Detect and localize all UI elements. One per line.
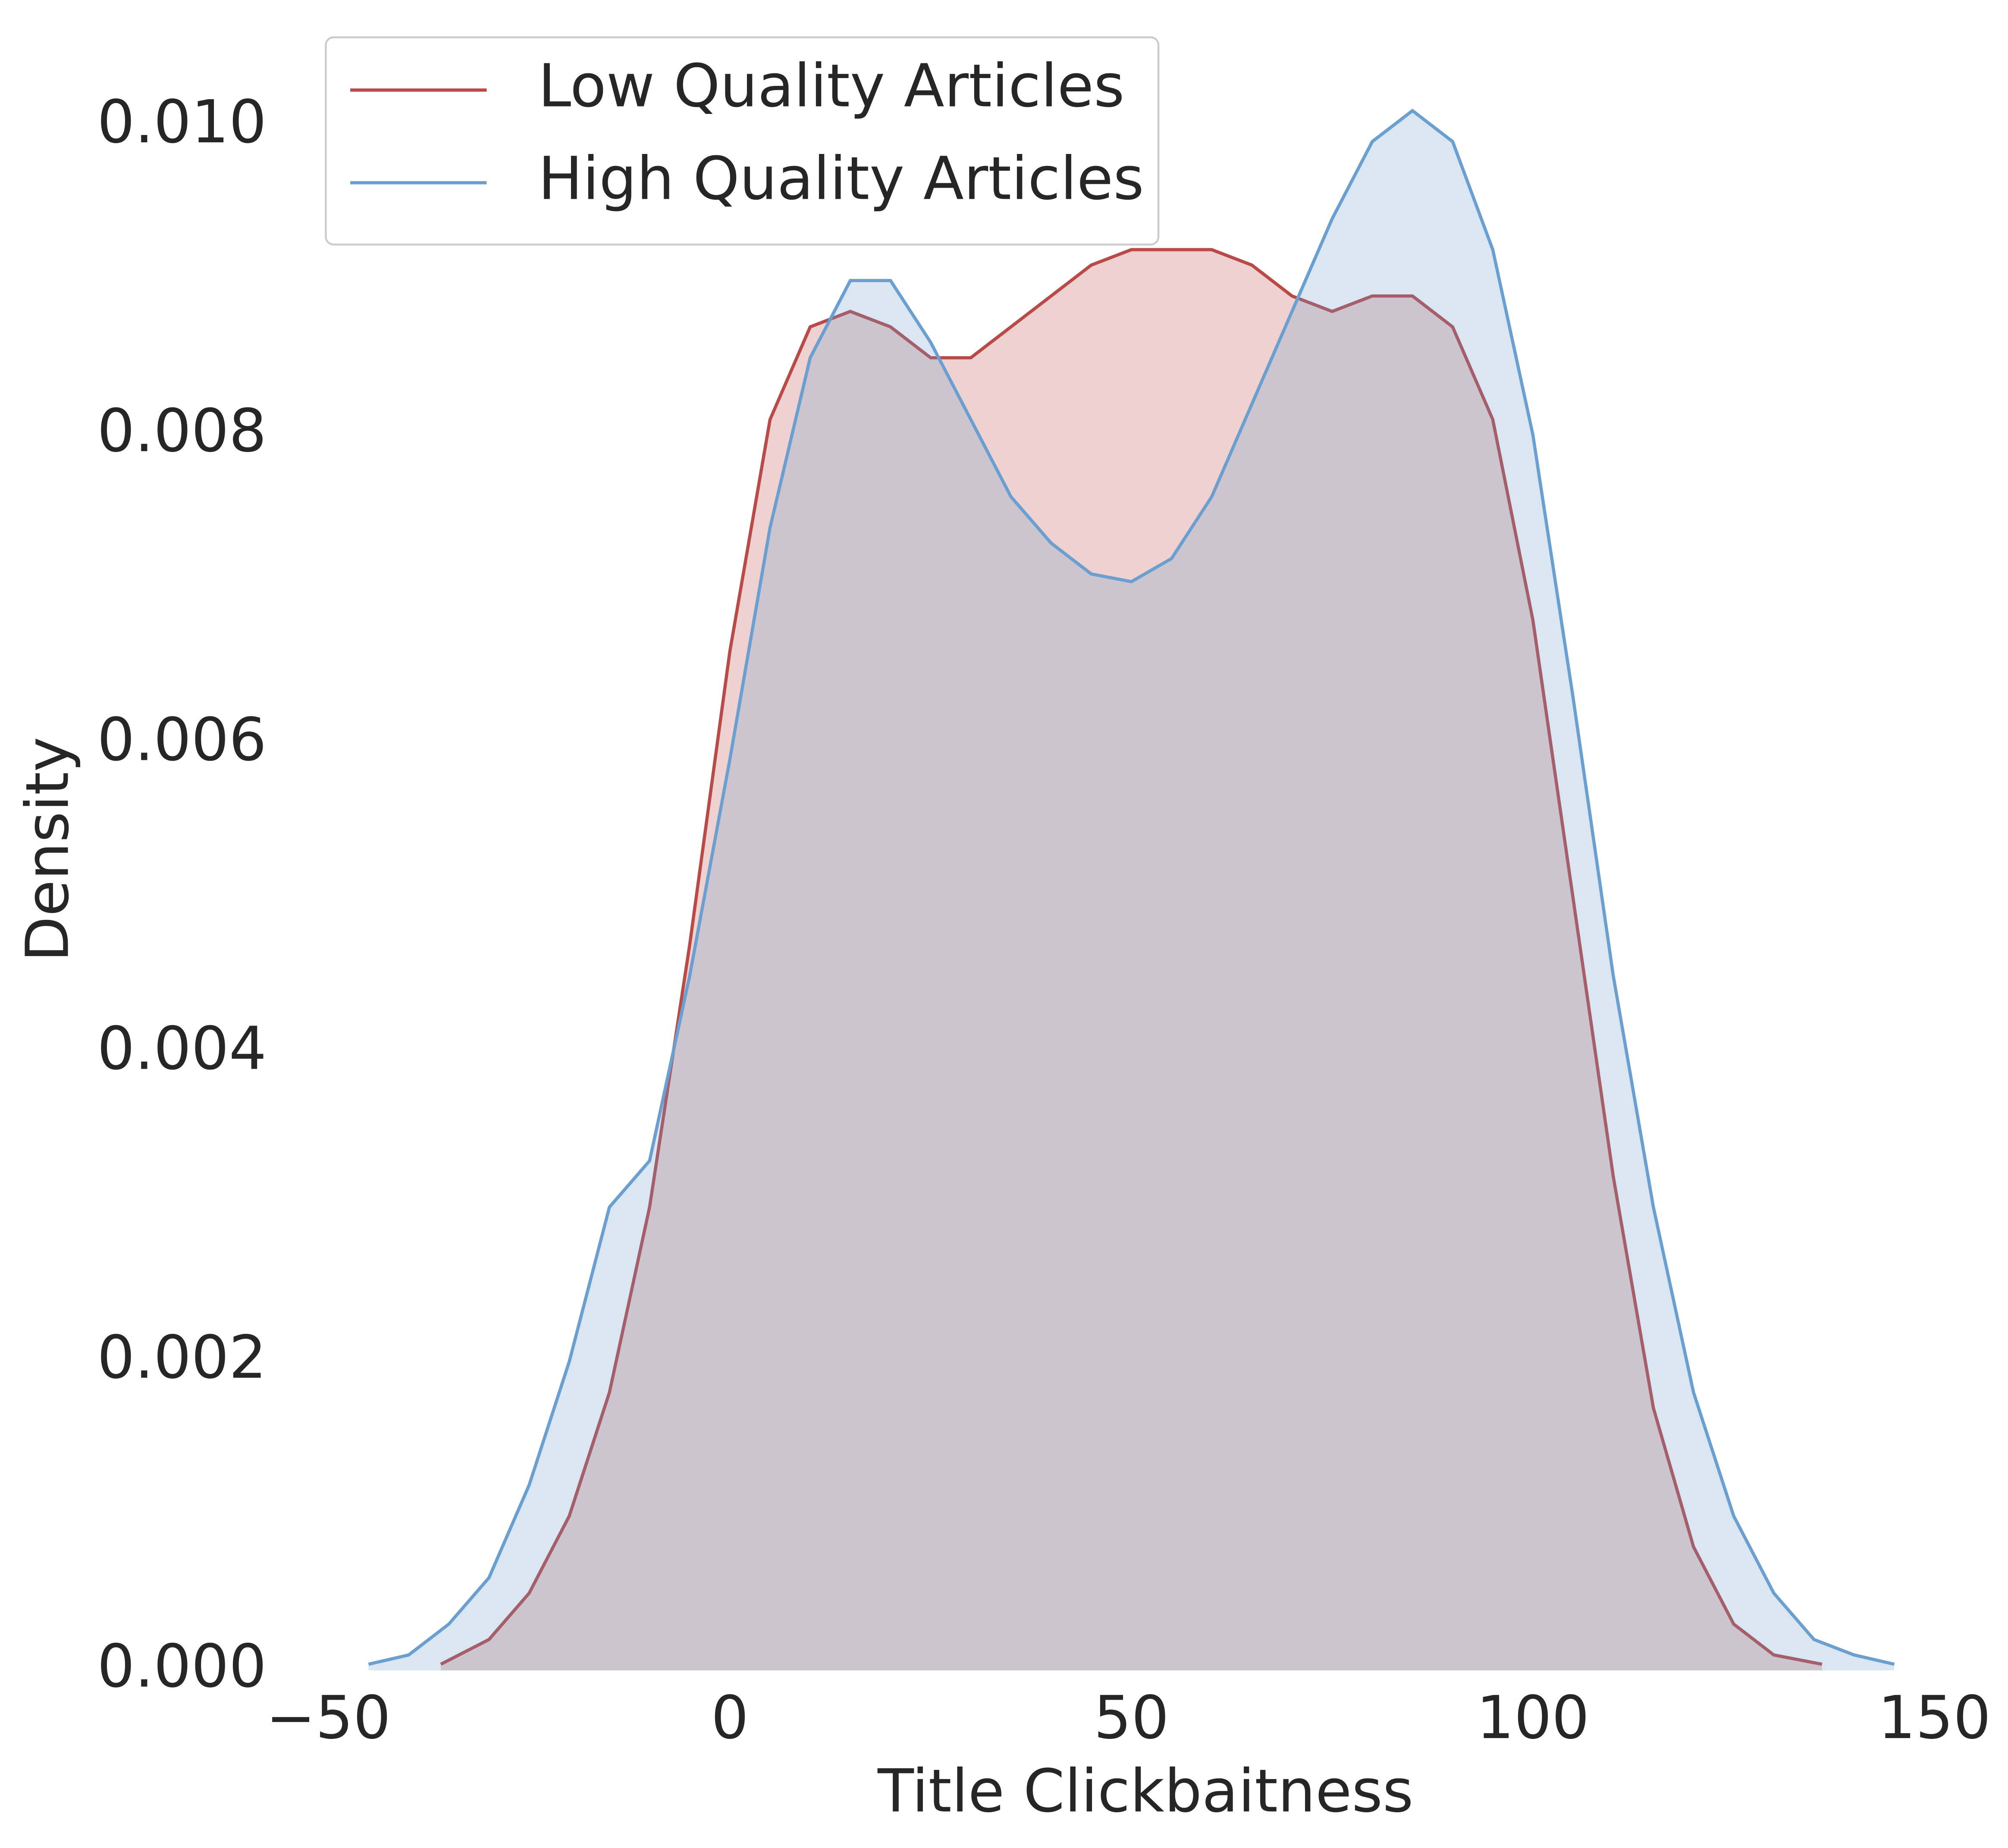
x-tick-label: −50 xyxy=(266,1684,391,1752)
x-tick-label: 150 xyxy=(1878,1684,1991,1752)
x-axis-label: Title Clickbaitness xyxy=(877,1757,1413,1826)
y-tick-label: 0.008 xyxy=(97,397,267,465)
y-tick-label: 0.006 xyxy=(97,706,267,774)
y-axis-label: Density xyxy=(13,737,82,962)
x-tick-label: 100 xyxy=(1476,1684,1589,1752)
y-tick-label: 0.004 xyxy=(97,1014,267,1083)
density-area xyxy=(441,249,1822,1671)
legend-box xyxy=(325,36,1160,246)
legend-label: Low Quality Articles xyxy=(538,52,1125,120)
x-tick-label: 50 xyxy=(1094,1684,1169,1752)
y-tick-label: 0.000 xyxy=(97,1632,267,1701)
y-tick-label: 0.010 xyxy=(97,88,267,157)
x-tick-label: 0 xyxy=(711,1684,749,1752)
y-tick-label: 0.002 xyxy=(97,1324,267,1392)
legend: Low Quality Articles High Quality Article… xyxy=(325,36,1160,246)
plot-area xyxy=(368,108,1895,1671)
density-line xyxy=(368,108,1895,1666)
density-area xyxy=(368,110,1895,1671)
legend-label: High Quality Articles xyxy=(538,144,1144,213)
